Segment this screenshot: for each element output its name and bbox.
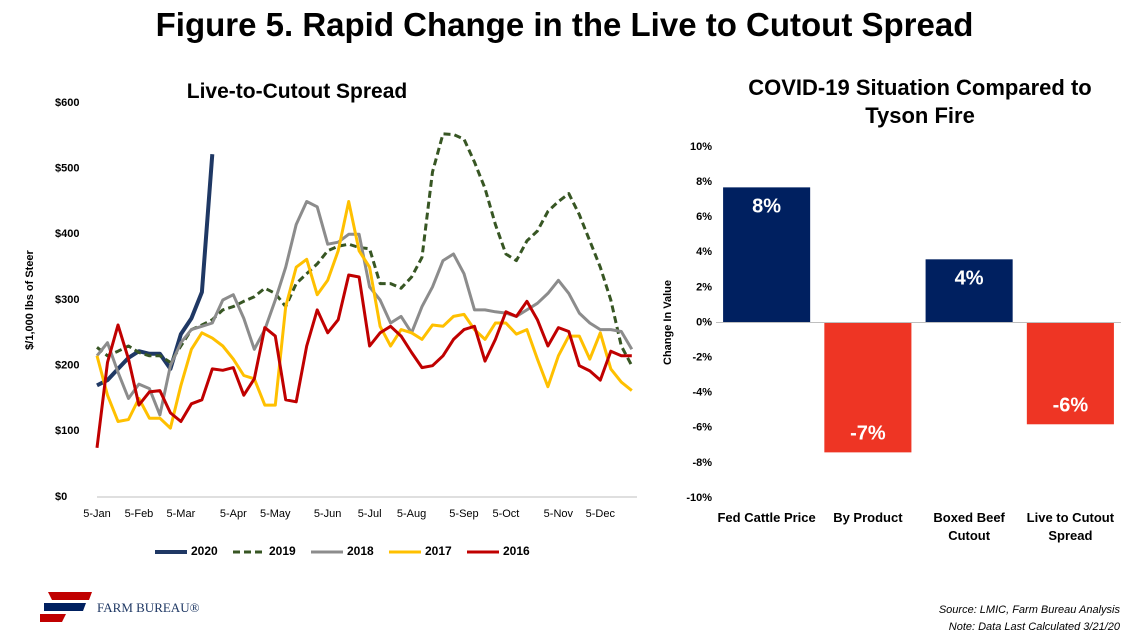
x-tick-label: By Product [833,510,903,525]
bar [723,187,811,323]
bar [925,259,1013,323]
x-tick-label: 5-Dec [586,508,616,520]
x-tick-label: 5-Jun [314,508,342,520]
legend-label: 2016 [503,544,530,558]
x-tick-label: Live to Cutout Spread [1026,510,1115,543]
y-axis-label: Change In Value [662,280,674,365]
chart-title: COVID-19 Situation Compared to Tyson Fir… [748,75,1092,128]
logo-text: FARM BUREAU® [97,600,200,615]
bar [1026,322,1114,425]
data-label: 8% [752,196,781,218]
y-tick-label: 8% [696,176,712,188]
y-tick-label: 4% [696,246,712,258]
x-tick-label: 5-Aug [397,508,426,520]
source-note: Source: LMIC, Farm Bureau Analysis [938,604,1120,616]
line-series [95,200,633,430]
legend-label: 2018 [347,544,374,558]
y-tick-label: 0% [696,316,712,328]
logo-icon [40,592,92,622]
y-tick-label: $0 [55,491,67,503]
x-tick-label: 5-Nov [544,508,574,520]
x-tick-label: 5-May [260,508,291,520]
y-tick-label: -8% [692,457,712,469]
line-series [96,132,634,367]
line-series [96,154,215,388]
y-tick-label: $300 [55,294,79,306]
y-tick-label: $400 [55,228,79,240]
y-tick-label: 2% [696,281,712,293]
legend-label: 2020 [191,544,218,558]
y-tick-label: 10% [690,141,712,153]
y-tick-label: -6% [692,422,712,434]
data-label: 4% [955,268,984,290]
x-tick-label: 5-Oct [492,508,519,520]
x-tick-label: Boxed Beef Cutout [933,510,1005,543]
page-title: Figure 5. Rapid Change in the Live to Cu… [155,6,974,43]
y-tick-label: $200 [55,360,79,372]
x-tick-label: Fed Cattle Price [717,510,816,525]
x-tick-label: 5-Apr [220,508,247,520]
data-label: -6% [1053,395,1089,417]
chart-title: Live-to-Cutout Spread [186,80,408,103]
legend-label: 2019 [269,544,296,558]
y-axis-label: $/1,000 lbs of Steer [24,249,36,349]
data-label: -7% [850,423,886,445]
line-series [95,273,632,448]
data-note: Note: Data Last Calculated 3/21/20 [948,621,1120,633]
y-tick-label: $100 [55,425,79,437]
bar [824,322,912,453]
x-tick-label: 5-Jan [83,508,111,520]
x-tick-label: 5-Sep [449,508,478,520]
y-tick-label: 6% [696,211,712,223]
y-tick-label: $500 [55,163,79,175]
y-tick-label: -4% [692,387,712,399]
y-tick-label: -2% [692,352,712,364]
x-tick-label: 5-Jul [358,508,382,520]
y-tick-label: -10% [686,492,712,504]
x-tick-label: 5-Mar [167,508,196,520]
legend-label: 2017 [425,544,452,558]
y-tick-label: $600 [55,97,79,109]
x-tick-label: 5-Feb [125,508,154,520]
